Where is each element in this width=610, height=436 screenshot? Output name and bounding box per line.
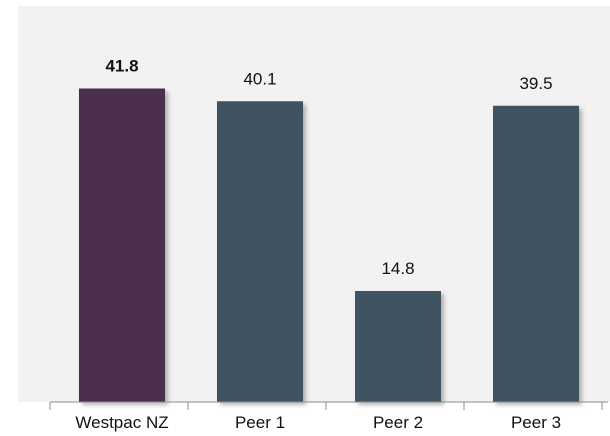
- bar-peer-3: [493, 105, 579, 402]
- bar-peer-2: [355, 291, 441, 402]
- data-labels-layer: 41.8 40.1 14.8 39.5: [105, 57, 552, 279]
- data-label: 40.1: [243, 69, 276, 88]
- bars-layer: [79, 88, 579, 402]
- data-label: 14.8: [381, 259, 414, 278]
- data-label: 39.5: [519, 74, 552, 93]
- category-label: Peer 3: [511, 413, 561, 432]
- bar-peer-1: [217, 101, 303, 402]
- category-label: Westpac NZ: [75, 413, 168, 432]
- category-label: Peer 1: [235, 413, 285, 432]
- bar-westpac-nz: [79, 88, 165, 402]
- x-axis: Westpac NZ Peer 1 Peer 2 Peer 3: [49, 401, 608, 432]
- data-label: 41.8: [105, 57, 138, 76]
- category-label: Peer 2: [373, 413, 423, 432]
